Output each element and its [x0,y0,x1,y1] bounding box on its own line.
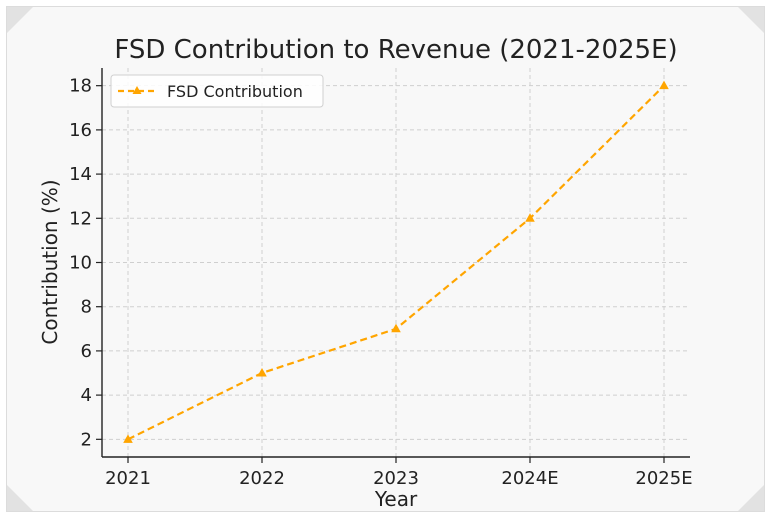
y-tick-label: 10 [69,253,92,274]
page-corner-decoration [738,485,764,511]
x-axis-ticks: 2021 2022 2023 2024E 2025E [105,457,693,489]
y-tick-label: 6 [81,341,92,362]
x-tick-label: 2025E [635,468,692,489]
x-tick-label: 2023 [373,468,419,489]
chart-title: FSD Contribution to Revenue (2021-2025E) [114,35,677,65]
y-axis-ticks: 2 4 6 8 10 12 14 16 18 [69,76,102,450]
y-tick-label: 2 [81,429,92,450]
x-tick-label: 2022 [239,468,285,489]
data-point-triangle [257,368,267,377]
y-axis-label: Contribution (%) [38,179,62,344]
legend-label: FSD Contribution [167,82,303,101]
legend-triangle-marker [132,86,142,94]
series-group [123,80,669,443]
page-corner-decoration [7,485,33,511]
y-tick-label: 4 [81,385,92,406]
data-point-triangle [659,80,669,90]
x-axis-label: Year [374,487,418,511]
page-corner-decoration [738,7,764,33]
x-tick-label: 2021 [105,468,151,489]
grid-lines [102,68,690,457]
legend-box [110,74,324,108]
data-point-triangle [123,434,133,443]
data-point-triangle [525,213,535,222]
y-tick-label: 12 [69,208,92,229]
y-tick-label: 8 [81,297,92,318]
page-corner-decoration [7,7,33,33]
y-tick-label: 18 [69,76,92,97]
x-tick-label: 2024E [501,468,558,489]
legend: FSD Contribution [110,74,324,108]
y-tick-label: 16 [69,120,92,141]
data-point-triangle [391,323,401,333]
y-tick-label: 14 [69,164,92,185]
